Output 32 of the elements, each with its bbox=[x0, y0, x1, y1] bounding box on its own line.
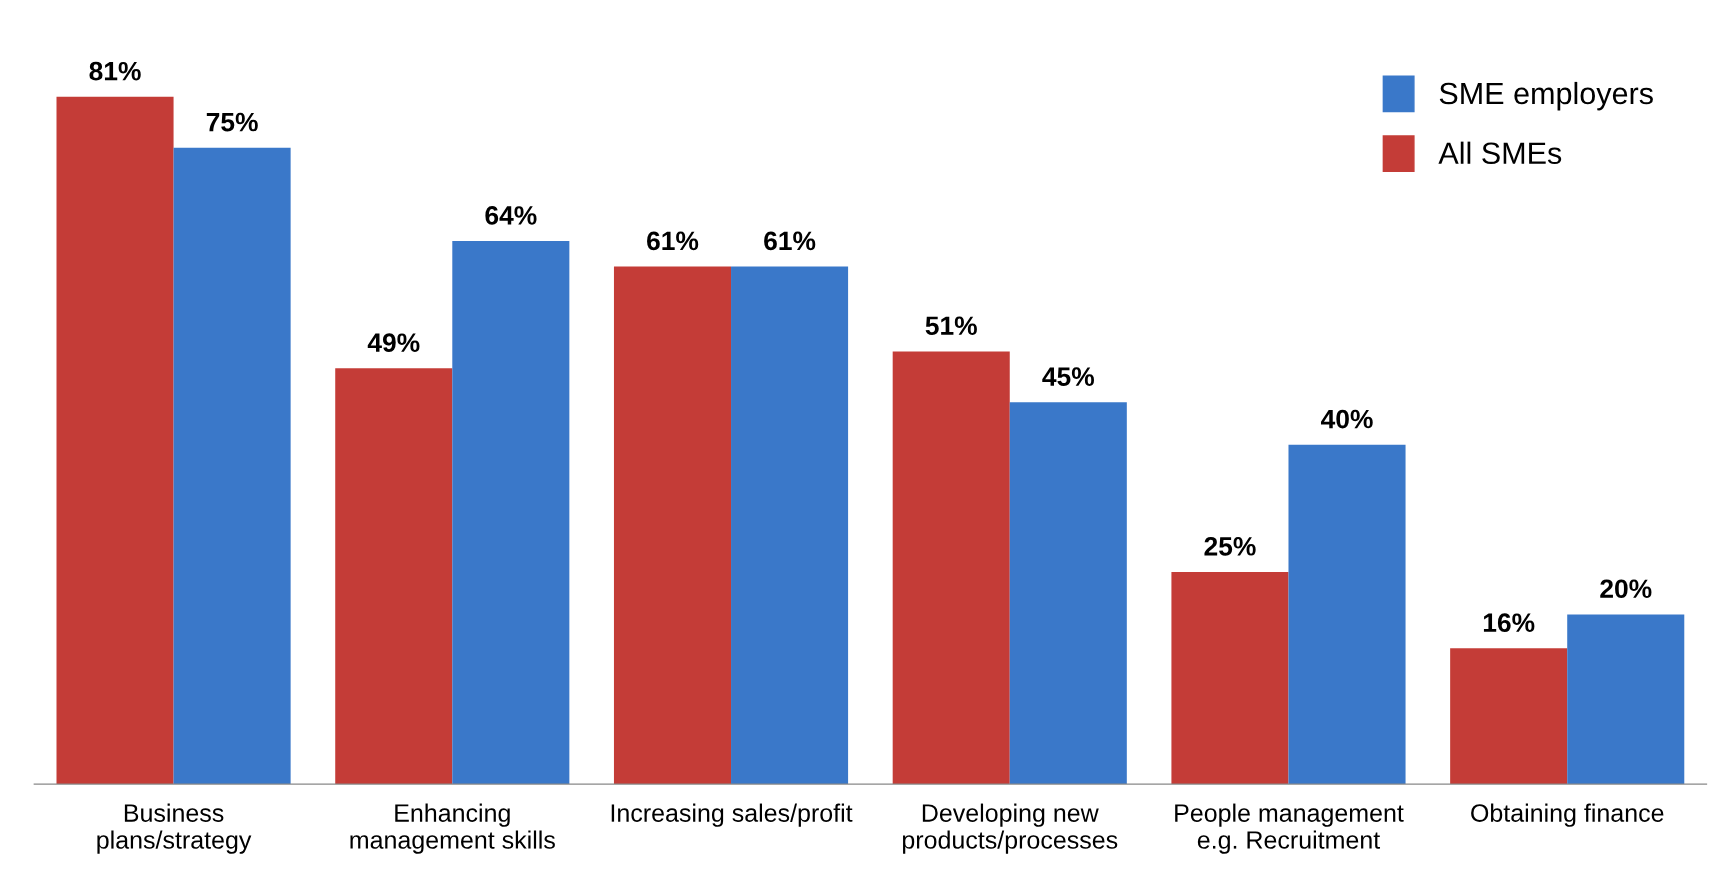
x-tick-label: Enhancing management skills bbox=[350, 803, 555, 854]
x-tick-label: Increasing sales/profit bbox=[611, 803, 853, 827]
x-tick-label: Developing new products/processes bbox=[902, 803, 1118, 854]
bar bbox=[731, 266, 849, 785]
bar bbox=[335, 368, 453, 785]
x-tick-label: People management e.g. Recruitment bbox=[1175, 803, 1404, 854]
bar bbox=[173, 147, 291, 785]
data-label: 16% bbox=[1483, 613, 1535, 633]
data-label: 25% bbox=[1204, 536, 1256, 556]
bar bbox=[892, 351, 1010, 785]
data-label: 64% bbox=[485, 206, 537, 225]
bar bbox=[452, 241, 570, 785]
data-label: 40% bbox=[1321, 409, 1373, 429]
data-label: 61% bbox=[647, 231, 699, 251]
legend-label: All SMEs bbox=[1438, 141, 1562, 165]
bar bbox=[613, 266, 732, 785]
data-label: 75% bbox=[206, 112, 258, 132]
data-label: 81% bbox=[89, 61, 141, 81]
x-tick-label: Business plans/strategy bbox=[97, 803, 252, 854]
bar bbox=[1171, 571, 1289, 785]
x-tick-label: Obtaining finance bbox=[1471, 803, 1664, 827]
data-label: 20% bbox=[1600, 579, 1652, 599]
bar bbox=[1567, 614, 1685, 785]
data-label: 51% bbox=[925, 316, 977, 336]
data-label: 45% bbox=[1042, 367, 1094, 386]
bar bbox=[56, 96, 174, 785]
data-label: 49% bbox=[367, 333, 420, 353]
bar bbox=[1288, 444, 1406, 785]
data-label: 61% bbox=[764, 231, 816, 251]
bar bbox=[1450, 648, 1568, 785]
bar bbox=[1009, 402, 1127, 785]
legend-label: SME employers bbox=[1439, 81, 1653, 111]
